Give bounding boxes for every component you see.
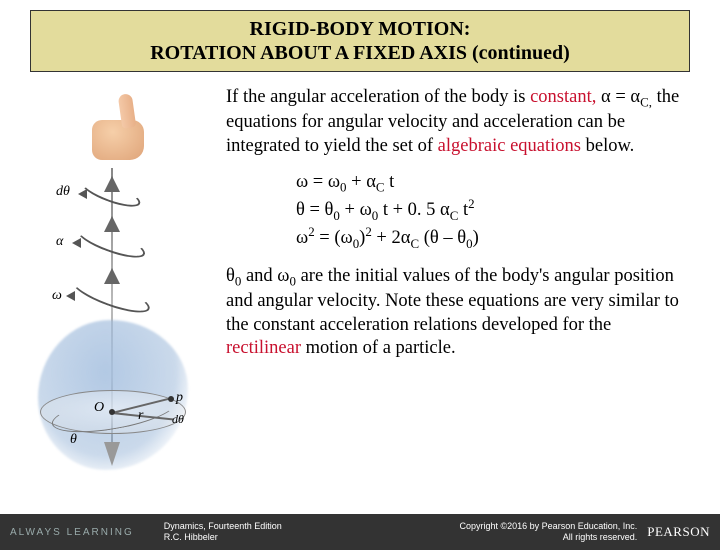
label-p: p <box>176 390 183 406</box>
eq2g: t <box>458 200 468 220</box>
label-r: r <box>138 408 143 424</box>
label-dtheta2: dθ <box>172 412 184 427</box>
p1-pre: If the angular acceleration of the body … <box>226 87 530 107</box>
page-title: RIGID-BODY MOTION: ROTATION ABOUT A FIXE… <box>41 17 679 65</box>
eq3h: C <box>410 236 419 251</box>
axis-base-cone <box>104 442 120 466</box>
label-alpha: α <box>56 234 63 250</box>
p2f: motion of a particle. <box>301 338 456 358</box>
pearson-logo: PEARSON <box>647 524 710 540</box>
title-bar: RIGID-BODY MOTION: ROTATION ABOUT A FIXE… <box>30 10 690 72</box>
paragraph-2: θ0 and ω0 are the initial values of the … <box>226 265 690 361</box>
diagram-column: dθ α ω O r p θ dθ <box>20 86 220 480</box>
eq3a: ω <box>296 228 308 248</box>
eq3i: (θ – θ <box>419 228 466 248</box>
equation-2: θ = θ0 + ω0 t + 0. 5 αC t2 <box>296 196 690 224</box>
paragraph-1: If the angular acceleration of the body … <box>226 86 690 159</box>
eq3c: = (ω <box>315 228 353 248</box>
p2a: θ <box>226 266 235 286</box>
axis-arrow-icon <box>104 268 120 284</box>
title-line1: RIGID-BODY MOTION: <box>250 18 471 40</box>
equation-block: ω = ω0 + αC t θ = θ0 + ω0 t + 0. 5 αC t2… <box>296 171 690 253</box>
p1-tail: below. <box>581 136 634 156</box>
label-O: O <box>94 400 104 416</box>
rotation-diagram: dθ α ω O r p θ dθ <box>20 90 210 480</box>
eq2a: θ = θ <box>296 200 333 220</box>
arc-arrow-icon <box>78 189 87 199</box>
origin-point <box>109 409 115 415</box>
p2-rect: rectilinear <box>226 338 301 358</box>
eq2e: t + 0. 5 α <box>378 200 450 220</box>
equation-3: ω2 = (ω0)2 + 2αC (θ – θ0) <box>296 224 690 252</box>
footer-bar: ALWAYS LEARNING Dynamics, Fourteenth Edi… <box>0 514 720 550</box>
footer-book: Dynamics, Fourteenth Edition <box>164 521 282 531</box>
footer-copy-l2: All rights reserved. <box>563 532 638 542</box>
p1-constant: constant, <box>530 87 596 107</box>
eq2c: + ω <box>340 200 372 220</box>
right-hand-rule-icon <box>72 90 150 168</box>
label-dtheta: dθ <box>56 184 70 200</box>
arc-arrow-icon <box>66 291 75 301</box>
eq2h: 2 <box>468 196 474 211</box>
content-area: dθ α ω O r p θ dθ If the <box>0 72 720 480</box>
label-theta: θ <box>70 432 77 448</box>
p1-csub: C, <box>640 95 652 110</box>
footer-copy-l1: Copyright ©2016 by Pearson Education, In… <box>460 521 638 531</box>
eq1a: ω = ω <box>296 172 340 192</box>
arc-arrow-icon <box>72 238 81 248</box>
p1-algebraic: algebraic equations <box>438 136 581 156</box>
axis-arrow-icon <box>104 216 120 232</box>
p2c: and ω <box>241 266 289 286</box>
eq1c: + α <box>347 172 376 192</box>
footer-always-learning: ALWAYS LEARNING <box>10 527 134 538</box>
p1-alpha-eq: α = α <box>596 87 640 107</box>
eq1e: t <box>385 172 395 192</box>
title-line2: ROTATION ABOUT A FIXED AXIS (continued) <box>150 42 570 64</box>
text-column: If the angular acceleration of the body … <box>220 86 690 480</box>
footer-author: R.C. Hibbeler <box>164 532 218 542</box>
axis-arrow-icon <box>104 176 120 192</box>
eq3g: + 2α <box>372 228 411 248</box>
eq3k: ) <box>473 228 479 248</box>
label-omega: ω <box>52 288 62 304</box>
eq1d: C <box>376 179 385 194</box>
point-p <box>168 396 174 402</box>
equation-1: ω = ω0 + αC t <box>296 171 690 196</box>
